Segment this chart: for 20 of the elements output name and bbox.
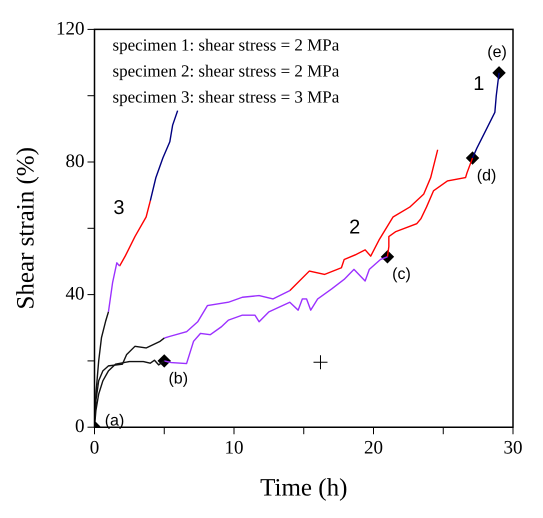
y-tick-label: 80	[66, 150, 84, 172]
annotation: (e)	[487, 44, 507, 62]
y-tick-label: 40	[66, 284, 84, 305]
x-tick-label: 0	[90, 438, 100, 459]
x-tick-label: 30	[504, 438, 522, 459]
annotation: specimen 1: shear stress = 2 MPa	[112, 35, 340, 54]
x-tick-label: 20	[364, 438, 383, 459]
x-axis-title: Time (h)	[260, 474, 348, 502]
series-label: 2	[349, 216, 360, 239]
series-label: 3	[113, 197, 125, 220]
annotation: (c)	[392, 266, 411, 284]
y-tick-label: 0	[75, 416, 84, 438]
x-tick-label: 10	[224, 438, 244, 459]
y-axis-title: Shear strain (%)	[12, 147, 40, 310]
annotation: (d)	[476, 167, 496, 184]
series-label: 1	[473, 72, 484, 95]
y-tick-label: 120	[56, 18, 84, 40]
annotation: (b)	[168, 370, 188, 388]
annotation: specimen 2: shear stress = 2 MPa	[112, 61, 340, 80]
annotation: specimen 3: shear stress = 3 MPa	[112, 87, 340, 106]
